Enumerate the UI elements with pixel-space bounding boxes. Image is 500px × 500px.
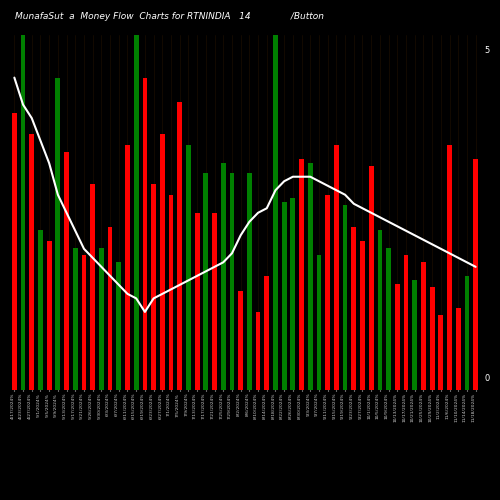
Text: 0: 0 <box>484 374 490 383</box>
Bar <box>247 174 252 390</box>
Bar <box>342 206 347 390</box>
Bar <box>186 145 191 390</box>
Bar <box>447 145 452 390</box>
Bar <box>438 316 443 390</box>
Bar <box>20 35 25 390</box>
Bar <box>116 262 121 390</box>
Bar <box>47 241 52 390</box>
Bar <box>134 35 138 390</box>
Bar <box>194 212 200 390</box>
Bar <box>142 78 148 390</box>
Bar <box>352 226 356 390</box>
Bar <box>326 194 330 390</box>
Bar <box>90 184 95 390</box>
Bar <box>221 163 226 390</box>
Bar <box>360 241 365 390</box>
Bar <box>264 276 269 390</box>
Bar <box>430 287 434 390</box>
Bar <box>256 312 260 390</box>
Bar <box>369 166 374 390</box>
Bar <box>273 35 278 390</box>
Bar <box>299 159 304 390</box>
Bar <box>178 102 182 390</box>
Bar <box>308 163 312 390</box>
Bar <box>421 262 426 390</box>
Bar <box>404 255 408 390</box>
Bar <box>212 212 217 390</box>
Bar <box>151 184 156 390</box>
Bar <box>38 230 43 390</box>
Bar <box>474 159 478 390</box>
Bar <box>395 284 400 390</box>
Bar <box>204 174 208 390</box>
Bar <box>386 248 391 390</box>
Bar <box>56 78 60 390</box>
Bar <box>108 226 112 390</box>
Bar <box>160 134 164 390</box>
Bar <box>334 145 339 390</box>
Bar <box>464 276 469 390</box>
Bar <box>82 255 86 390</box>
Bar <box>412 280 417 390</box>
Text: MunafaSut  a  Money Flow  Charts for RTNINDIA   14              /Button: MunafaSut a Money Flow Charts for RTNIND… <box>14 12 324 21</box>
Bar <box>125 145 130 390</box>
Bar <box>12 113 16 390</box>
Bar <box>238 290 243 390</box>
Bar <box>99 248 104 390</box>
Bar <box>230 174 234 390</box>
Bar <box>456 308 460 390</box>
Bar <box>290 198 296 390</box>
Bar <box>316 255 322 390</box>
Bar <box>282 202 286 390</box>
Text: 5: 5 <box>484 46 490 54</box>
Bar <box>378 230 382 390</box>
Bar <box>64 152 69 390</box>
Bar <box>30 134 34 390</box>
Bar <box>168 194 173 390</box>
Bar <box>73 248 78 390</box>
